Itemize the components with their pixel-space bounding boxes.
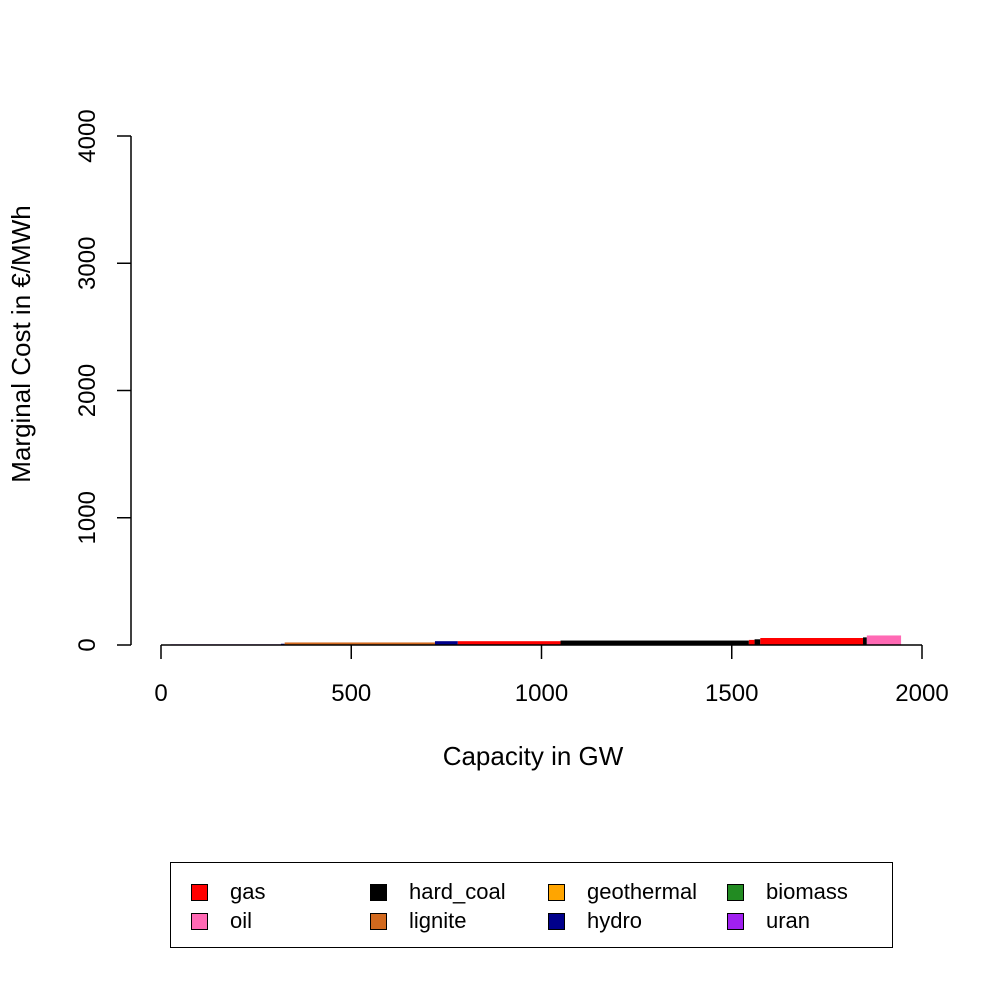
y-tick-label: 2000 — [74, 364, 101, 417]
legend-item-lignite: lignite — [370, 908, 466, 934]
x-tick-label: 2000 — [895, 680, 948, 707]
legend: gas hard_coal geothermal biomass oil lignite h… — [170, 862, 893, 948]
legend-item-geothermal: geothermal — [548, 879, 697, 905]
x-axis: 0 500 1000 1500 2000 — [154, 644, 949, 707]
legend-swatch-geothermal — [548, 883, 565, 901]
legend-item-gas: gas — [191, 879, 265, 905]
x-tick-label: 0 — [154, 680, 167, 707]
legend-item-biomass: biomass — [727, 879, 848, 905]
x-tick-label: 500 — [331, 680, 371, 707]
legend-label: hydro — [587, 908, 643, 933]
y-tick-label: 4000 — [74, 109, 101, 162]
legend-swatch-lignite — [370, 912, 387, 930]
legend-swatch-uran — [727, 912, 744, 930]
bar-oil-10 — [866, 635, 902, 645]
x-tick-label: 1000 — [515, 680, 568, 707]
bar-hard_coal-9 — [863, 637, 867, 645]
y-tick-label: 1000 — [74, 491, 101, 544]
legend-swatch-oil — [191, 912, 208, 930]
y-axis: 0 1000 2000 3000 4000 — [74, 109, 132, 652]
y-tick-label: 3000 — [74, 237, 101, 290]
y-axis-title: Marginal Cost in €/MWh — [6, 205, 36, 482]
bars-layer — [170, 635, 902, 646]
legend-item-oil: oil — [191, 908, 252, 934]
bar-gas-4 — [457, 641, 561, 645]
bar-gas-6 — [748, 639, 755, 645]
y-tick-label: 0 — [74, 638, 101, 651]
legend-swatch-gas — [191, 883, 208, 901]
legend-label: biomass — [766, 879, 848, 904]
bar-hydro-3 — [434, 641, 458, 645]
legend-item-hard_coal: hard_coal — [370, 879, 506, 905]
legend-label: lignite — [409, 908, 467, 933]
legend-label: hard_coal — [409, 879, 506, 904]
legend-label: uran — [766, 908, 811, 933]
x-axis-title: Capacity in GW — [443, 741, 624, 771]
legend-swatch-hydro — [548, 912, 565, 930]
bar-lignite-2 — [284, 642, 435, 645]
legend-swatch-biomass — [727, 883, 744, 901]
legend-item-hydro: hydro — [548, 908, 642, 934]
x-tick-label: 1500 — [705, 680, 758, 707]
bar-gas-8 — [760, 638, 864, 645]
legend-label: oil — [230, 908, 253, 933]
bar-hard_coal-7 — [754, 639, 761, 645]
legend-item-uran: uran — [727, 908, 810, 934]
bar-hard_coal-5 — [560, 640, 749, 645]
legend-label: gas — [230, 879, 266, 904]
legend-swatch-hard_coal — [370, 883, 387, 901]
legend-label: geothermal — [587, 879, 698, 904]
